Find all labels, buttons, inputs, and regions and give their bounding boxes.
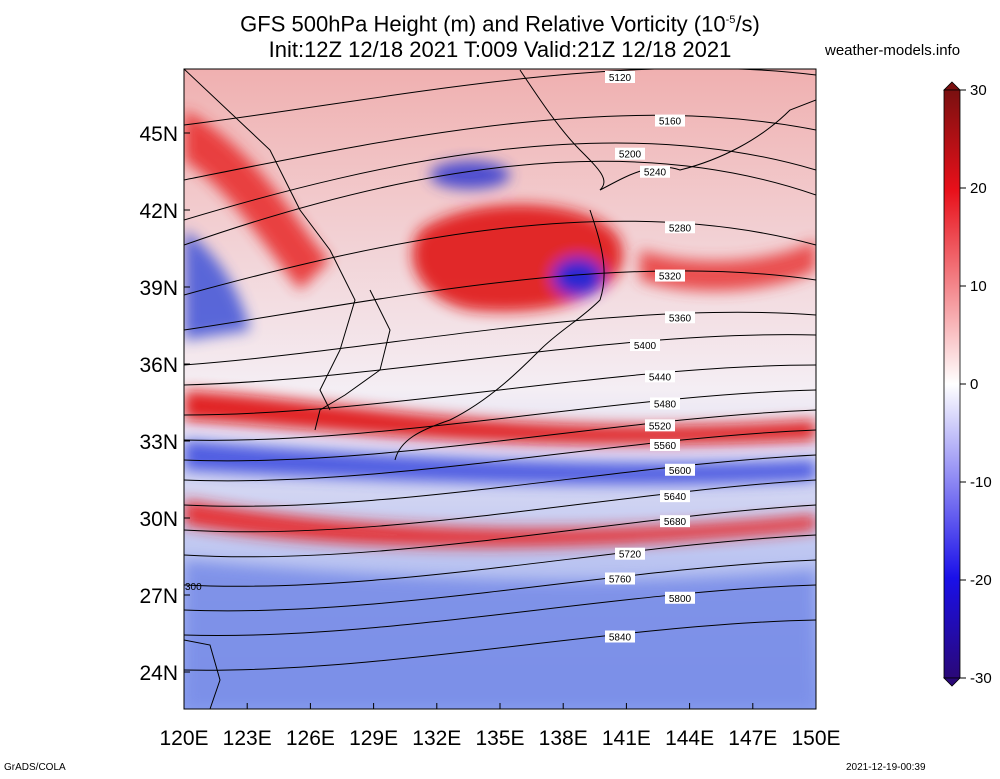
contour-label: 5360 (669, 313, 692, 324)
colorbar-label: -20 (970, 572, 992, 589)
contour-label-bg (630, 339, 660, 352)
height-contour (184, 619, 816, 671)
contour-label-bg (615, 147, 645, 160)
contour-label-bg (615, 547, 645, 560)
lon-label: 147E (728, 727, 777, 750)
contour-label-bg (650, 397, 680, 410)
contour-label: 5680 (664, 517, 687, 528)
lon-label: 138E (539, 727, 588, 750)
colorbar: 30 20 10 0 -10 -20 -30 (943, 81, 992, 687)
height-contour (184, 311, 816, 366)
contour-label: 5440 (649, 372, 672, 383)
contour-label: 5640 (664, 492, 687, 503)
contour-label: 5200 (619, 150, 642, 161)
colorbar-label: -10 (970, 474, 992, 491)
height-contour (184, 270, 816, 331)
height-contour (184, 364, 816, 416)
lon-label: 150E (791, 727, 840, 750)
height-contour (184, 534, 816, 587)
contour-label-bg (660, 515, 690, 528)
contour-label-bg (605, 71, 635, 84)
contour-label-bg (645, 370, 675, 383)
lat-label: 45N (139, 123, 178, 146)
lat-label: 33N (139, 431, 178, 454)
height-contour (184, 69, 816, 126)
contour-label: 5120 (609, 73, 632, 84)
lat-label: 39N (139, 277, 178, 300)
contour-label: 5560 (654, 441, 677, 452)
contour-label-bg (640, 165, 670, 178)
chart-title-line1: GFS 500hPa Height (m) and Relative Vorti… (240, 11, 760, 37)
contour-label: 5520 (649, 421, 672, 432)
footer-left: GrADS/COLA (4, 762, 66, 773)
contour-label-bg (650, 438, 680, 451)
lon-label: 144E (665, 727, 714, 750)
height-contour (184, 142, 816, 221)
colorbar-top-arrow (943, 81, 961, 91)
contour-label: 5840 (609, 633, 632, 644)
contour-label-bg (665, 311, 695, 324)
contour-edge-label: 300 (185, 582, 202, 593)
height-contour (184, 429, 816, 482)
colorbar-scale (943, 89, 961, 679)
contour-label: 5400 (634, 341, 657, 352)
lat-label: 27N (139, 585, 178, 608)
colorbar-label: 30 (970, 82, 987, 99)
contour-label: 5800 (669, 594, 692, 605)
colorbar-bottom-arrow (943, 677, 961, 687)
contour-label: 5160 (659, 117, 682, 128)
colorbar-label: 0 (970, 376, 978, 393)
height-contour (184, 504, 816, 558)
footer-right: 2021-12-19-00:39 (846, 762, 926, 773)
height-contour (184, 389, 816, 441)
lat-label: 30N (139, 508, 178, 531)
height-contour (184, 584, 816, 636)
height-contour (184, 409, 816, 462)
contour-label-bg (655, 114, 685, 127)
height-contour (184, 220, 816, 296)
contour-label: 5280 (669, 223, 692, 234)
height-contour (184, 559, 816, 612)
height-contour (184, 479, 816, 533)
lat-label: 42N (139, 200, 178, 223)
lon-label: 120E (159, 727, 208, 750)
vorticity-field (184, 69, 816, 709)
site-watermark: weather-models.info (825, 42, 961, 59)
contour-label-bg (655, 269, 685, 282)
colorbar-label: 10 (970, 278, 987, 295)
contour-label: 5240 (644, 168, 667, 179)
coastlines (184, 69, 816, 709)
contour-label-bg (605, 572, 635, 585)
lon-label: 132E (412, 727, 461, 750)
colorbar-label: -30 (970, 670, 992, 687)
lon-label: 129E (349, 727, 398, 750)
lon-label: 126E (286, 727, 335, 750)
chart-title-line2: Init:12Z 12/18 2021 T:009 Valid:21Z 12/1… (268, 37, 732, 62)
contour-label: 5600 (669, 466, 692, 477)
colorbar-label: 20 (970, 180, 987, 197)
height-contour (184, 334, 816, 386)
height-contour (184, 114, 816, 181)
contour-label-bg (665, 463, 695, 476)
contour-label: 5480 (654, 399, 677, 410)
lon-label: 141E (602, 727, 651, 750)
contour-label-bg (645, 419, 675, 432)
map-axes: 120E 123E 126E 129E 132E 135E 138E 141E 144E 147E… (139, 123, 840, 750)
lon-label: 135E (475, 727, 524, 750)
contour-label: 5320 (659, 272, 682, 283)
contour-label-bg (660, 490, 690, 503)
lat-label: 36N (139, 354, 178, 377)
contour-label: 5760 (609, 575, 632, 586)
lon-label: 123E (223, 727, 272, 750)
contour-label: 5720 (619, 550, 642, 561)
contour-label-bg (605, 630, 635, 643)
contour-label-bg (665, 221, 695, 234)
height-contour (184, 160, 816, 246)
contour-label-bg (665, 591, 695, 604)
height-contour (184, 454, 816, 507)
lat-label: 24N (139, 662, 178, 685)
